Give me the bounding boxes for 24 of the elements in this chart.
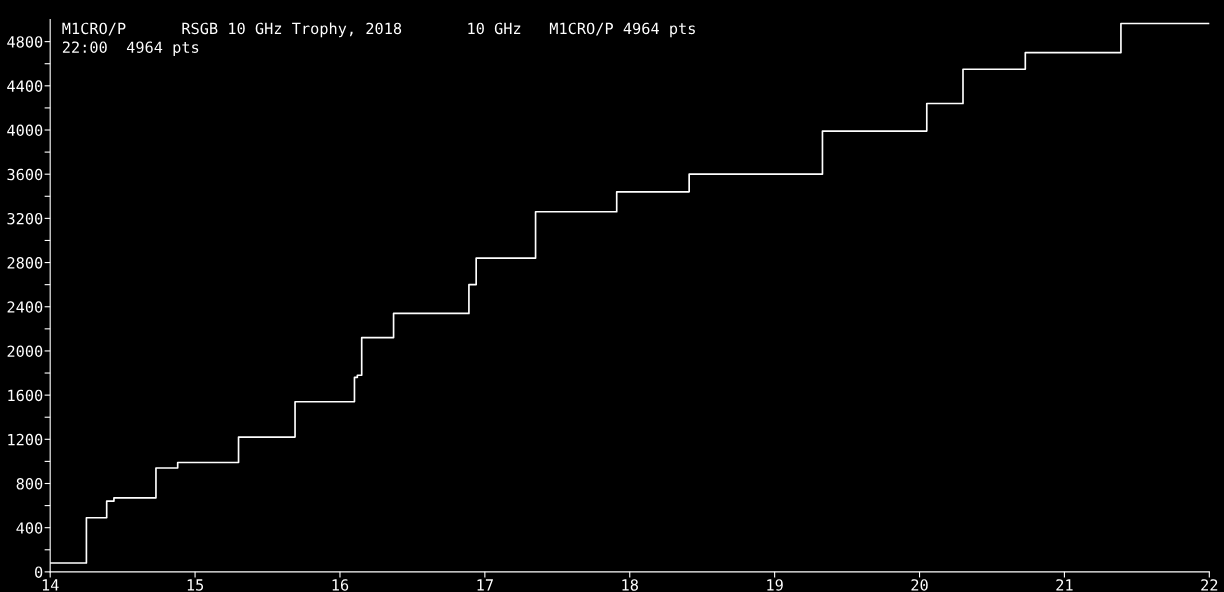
y-tick-label: 4400 [7,80,43,92]
y-tick-label: 0 [35,566,43,578]
x-tick-label: 18 [622,579,638,591]
y-tick-label: 400 [16,522,43,534]
x-tick-label: 15 [187,579,204,591]
x-tick-label: 19 [767,579,783,591]
x-tick-label: 21 [1056,579,1073,591]
y-tick-label: 2400 [7,301,43,313]
y-tick-label: 3200 [7,212,43,225]
y-tick-label: 1200 [8,433,43,446]
y-tick-label: 1600 [8,389,43,402]
y-tick-label: 4000 [7,124,43,137]
y-tick-label: 4800 [7,36,43,48]
x-tick-label: 14 [42,579,59,591]
x-tick-label: 16 [332,579,349,591]
x-tick-label: 17 [477,579,493,591]
y-tick-label: 2000 [7,345,43,357]
y-tick-label: 2800 [7,257,43,269]
y-tick-label: 800 [16,478,43,490]
annotation: 22:00 4964 pts [62,41,199,56]
x-tick-label: 20 [911,579,928,591]
y-tick-label: 3600 [7,168,43,181]
x-tick-label: 22 [1201,579,1218,591]
chart-title: M1CRO/P RSGB 10 GHz Trophy, 2018 10 GHz M1CRO/P 4964 pts [62,22,695,38]
